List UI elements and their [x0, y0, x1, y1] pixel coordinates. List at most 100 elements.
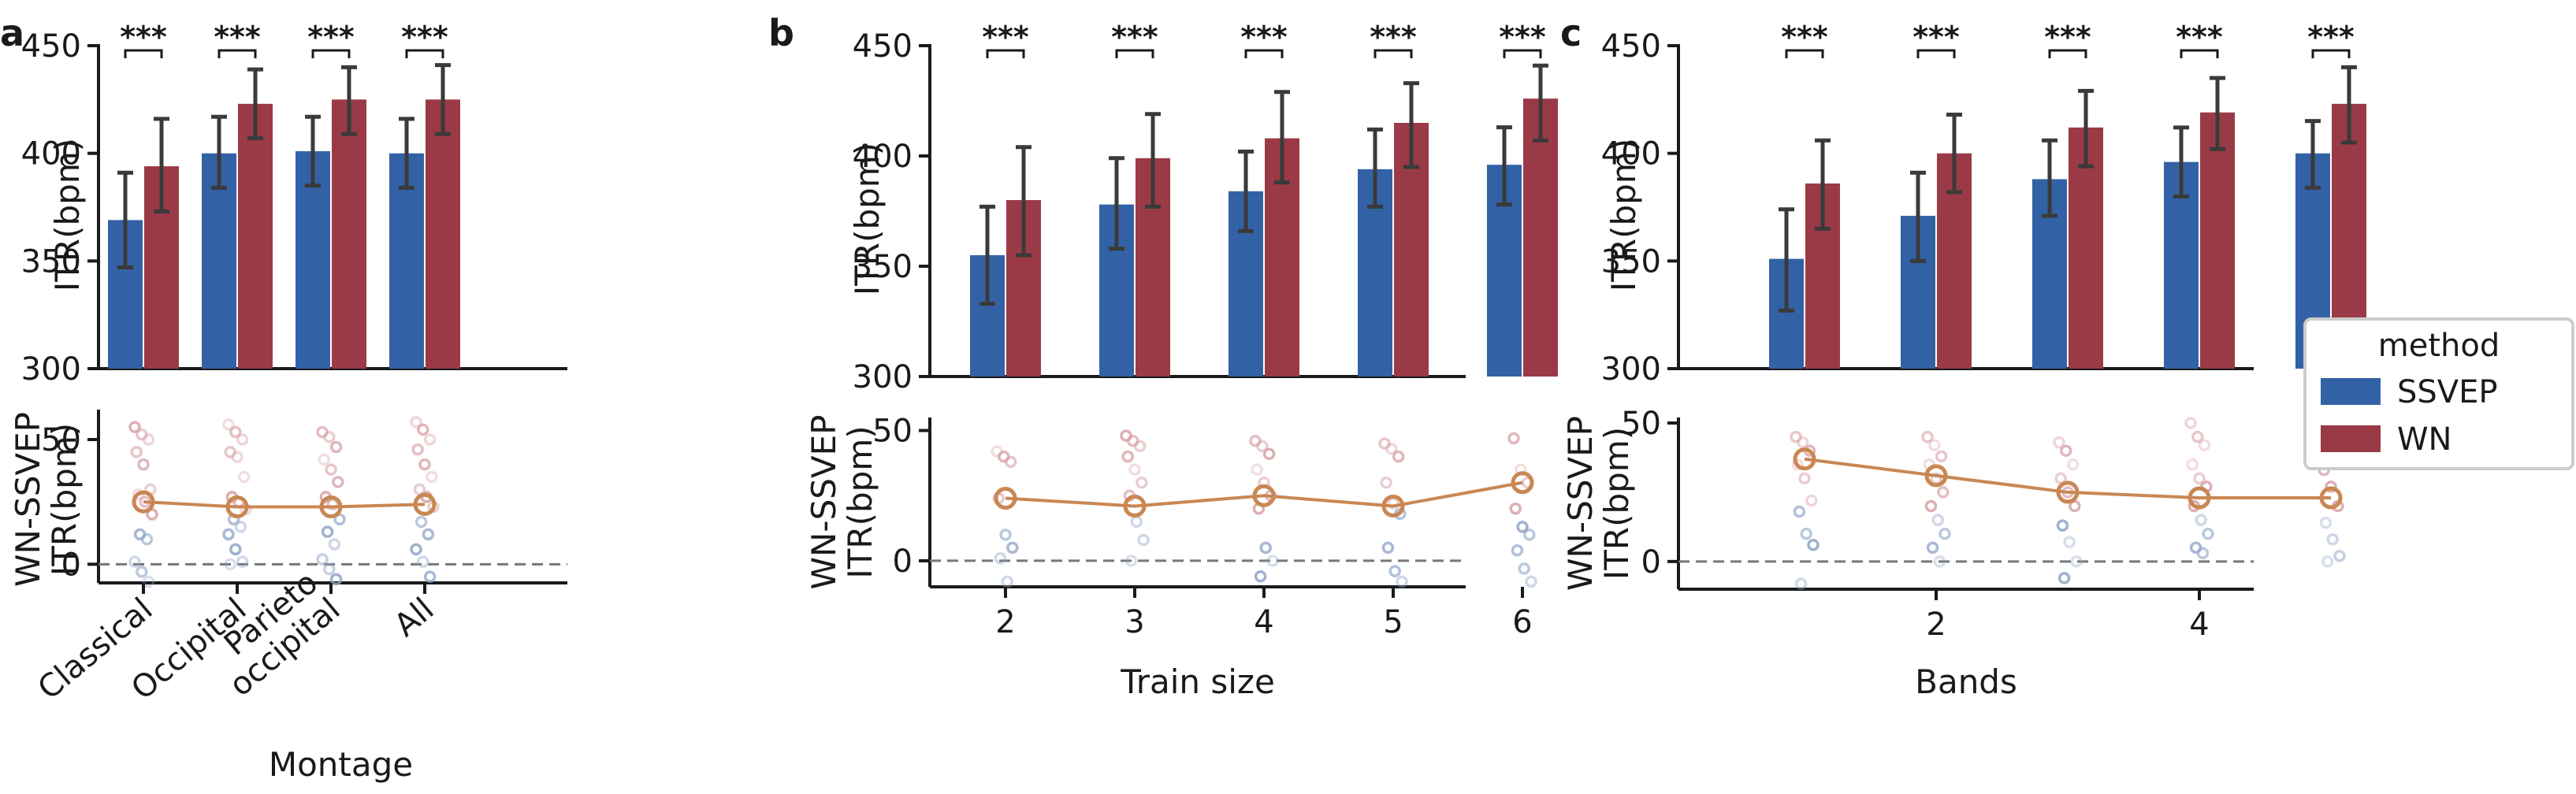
data-point [1378, 437, 1391, 450]
data-point [423, 433, 437, 446]
panel-c-bar-chart: 300 350 400 450 ITR(bpm) *** *** *** *** *** [1601, 20, 2366, 388]
significance-label: *** [1240, 20, 1288, 54]
mean-marker [132, 490, 155, 514]
y-axis-title: ITR(bpm) [848, 143, 887, 295]
y-axis-title: ITR(bpm) [48, 139, 87, 291]
data-point [1518, 562, 1530, 575]
data-point [410, 416, 422, 429]
x-tick-label: 2 [1926, 607, 1946, 643]
y-tick-label: 400 [853, 139, 913, 175]
data-point [234, 521, 247, 533]
data-point [1807, 538, 1820, 551]
data-point [2184, 417, 2197, 429]
panel-a-difference-plot: 050WN-SSVEPITR(bpm)ClassicalOccipitalPar… [9, 410, 567, 784]
mean-marker [2319, 486, 2343, 510]
data-point [128, 555, 141, 568]
data-point [2196, 547, 2210, 560]
data-point [142, 575, 155, 588]
data-point [323, 562, 336, 576]
data-point [2069, 499, 2081, 513]
data-point [2056, 519, 2069, 532]
data-point [2191, 430, 2204, 443]
mean-marker [225, 495, 249, 518]
data-point [1388, 565, 1401, 577]
data-point [325, 463, 337, 476]
mean-trend-line [1005, 480, 1523, 508]
data-point [999, 529, 1012, 541]
legend-label-ssvep: SSVEP [2397, 374, 2498, 410]
data-point [1396, 575, 1408, 588]
y-tick-label: 350 [853, 249, 913, 285]
diff-y-tick-label: 0 [1641, 544, 1661, 581]
legend-title: method [2378, 328, 2500, 364]
bar-wn [238, 103, 273, 369]
panel-a-bar-chart: 300 350 400 450 ITR(bpm) *** *** *** *** [21, 20, 567, 388]
x-tick-label: 2 [995, 604, 1015, 640]
x-tick-label: 6 [1512, 604, 1532, 640]
legend-swatch-wn [2321, 425, 2381, 452]
data-point [411, 443, 424, 456]
legend-swatch-ssvep [2321, 378, 2381, 405]
significance-bracket [1503, 49, 1542, 58]
data-point [142, 433, 155, 446]
data-point [1797, 436, 1809, 449]
legend: method SSVEP WN [2303, 317, 2574, 470]
data-point [329, 573, 343, 586]
data-point [231, 451, 243, 463]
data-point [1805, 494, 1818, 507]
diff-y-tick-label: 0 [893, 544, 913, 580]
y-tick-label: 350 [21, 243, 81, 280]
data-point [1525, 575, 1537, 588]
data-point [994, 551, 1007, 565]
significance-bracket [1373, 49, 1413, 58]
data-point [1381, 541, 1395, 555]
data-point [1939, 527, 1951, 540]
data-point [2202, 527, 2214, 540]
data-point [422, 528, 435, 541]
data-point [2321, 555, 2334, 568]
significance-bracket [1244, 49, 1284, 58]
significance-bracket [1916, 49, 1956, 58]
data-point [222, 418, 235, 431]
bar-wn [426, 99, 460, 369]
data-point [1380, 476, 1392, 489]
bar-wn [332, 99, 366, 369]
y-tick-label: 300 [21, 351, 81, 388]
mean-marker [319, 495, 343, 518]
data-point [1931, 514, 1944, 526]
data-point [2053, 436, 2065, 449]
mean-marker [1511, 471, 1534, 495]
diff-y-tick-label: 50 [1621, 406, 1661, 442]
diff-y-tick-label: 50 [872, 414, 913, 450]
data-point [1793, 505, 1806, 518]
significance-label: *** [1781, 20, 1828, 54]
significance-bracket [217, 49, 257, 58]
data-point [1511, 544, 1524, 557]
y-tick-label: 300 [853, 359, 913, 395]
data-point [323, 431, 336, 443]
mean-marker [413, 492, 437, 516]
data-point [1937, 486, 1950, 499]
y-tick-label: 400 [1601, 136, 1661, 173]
significance-bracket [1785, 49, 1824, 58]
data-point [1516, 521, 1529, 533]
significance-label: *** [1111, 20, 1158, 54]
data-point [1933, 555, 1946, 568]
data-point [1121, 450, 1134, 463]
data-point [1259, 541, 1272, 555]
data-point [2054, 472, 2067, 485]
data-point [333, 513, 346, 526]
significance-bracket [124, 49, 163, 58]
data-point [1935, 450, 1948, 462]
significance-label: *** [401, 20, 448, 54]
data-point [224, 446, 236, 458]
significance-label: *** [120, 20, 167, 54]
data-point [2193, 472, 2206, 485]
data-point [2198, 439, 2211, 451]
y-tick-label: 400 [21, 136, 81, 173]
x-tick-label: 5 [1383, 604, 1403, 640]
y-tick-label: 350 [1601, 243, 1661, 280]
diff-y-axis-title: WN-SSVEPITR(bpm) [1561, 416, 1636, 591]
data-point [1921, 430, 1934, 443]
